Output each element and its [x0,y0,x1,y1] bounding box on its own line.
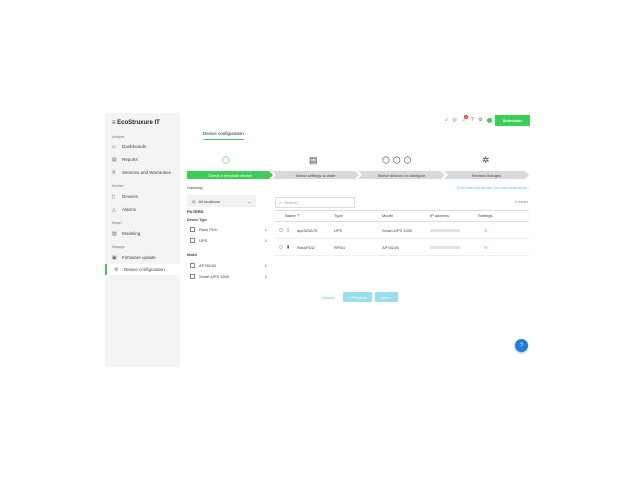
filters-title: FILTERS [187,209,204,214]
settings-document-icon: ▤ [309,155,318,165]
table-row[interactable]: ▯ apc323A70 UPS Smart-UPS 1500 ⚙ [275,222,529,239]
checkbox[interactable] [190,227,195,232]
ups-icon: ▯ [287,227,290,232]
device-icon: ▯ [112,193,115,200]
sidebar-item-dashboards[interactable]: ◇ Dashboards [112,143,147,150]
column-model[interactable]: Model [382,213,393,218]
section-model: Model [112,221,122,225]
sidebar-item-alarms[interactable]: △ Alarms [112,206,137,213]
pdu-icon: ▮ [287,244,290,249]
help-icon: ? [519,342,524,349]
divider [275,210,529,211]
filter-smart-ups-1500[interactable]: Smart-UPS 1500 1 [190,274,267,279]
help-fab-button[interactable]: ? [515,339,528,352]
sidebar-item-firmware[interactable]: ▣ Firmware update [112,254,156,261]
notification-icon[interactable]: ⌂ 1 [461,115,468,123]
previous-button[interactable]: < Previous [343,292,372,302]
settings-icon[interactable]: ⚙ [484,228,488,233]
question-icon[interactable]: ? [471,117,474,123]
step-2[interactable]: Select settings to write [272,171,359,179]
ip-address-redacted [430,229,460,232]
status-icon[interactable] [487,118,492,123]
tab-device-configuration[interactable]: Device configuration [203,131,244,140]
alarm-icon: △ [112,206,116,213]
brand-logo: Schneider [495,115,530,126]
sidebar-item-modeling[interactable]: ▧ Modeling [112,230,141,237]
firmware-icon: ▣ [112,254,117,261]
step-4[interactable]: Review changes [444,171,529,179]
device-type-label: Device Type [187,218,208,222]
chevron-down-icon: ⌄ [247,198,251,204]
step-3[interactable]: Select devices to configure [358,171,445,179]
results-count: 2 results [514,200,528,204]
filter-icon[interactable]: ⊤ [296,213,301,218]
help-link[interactable]: Don't see the device you are looking for… [456,185,529,190]
model-icon: ▧ [112,230,117,237]
logo[interactable]: ≡ EcoStruxure IT [112,120,160,126]
settings-icon[interactable]: ⚙ [484,245,488,250]
sidebar [105,113,180,367]
menu-icon[interactable]: ≡ [112,120,118,126]
notification-badge: 1 [464,115,468,119]
help-icon[interactable]: ◎ [452,117,457,123]
row-radio[interactable] [279,228,283,232]
search-icon[interactable]: ⌕ [445,117,448,123]
devices-icon: ⬡⬡⬡ [382,155,415,165]
column-type[interactable]: Type [334,213,343,218]
table-row[interactable]: ▮ RackPDU RPDU AP7821B ⚙ [275,239,529,256]
filter-ap7821b[interactable]: AP7821B 1 [190,263,267,268]
checkbox[interactable] [190,274,195,279]
sidebar-item-devices[interactable]: ▯ Devices [112,193,139,200]
checkbox[interactable] [190,238,195,243]
sidebar-item-device-configuration[interactable]: ⚙ Device configuration [105,264,180,275]
sidebar-item-services[interactable]: ⚲ Services and Warranties [112,169,171,176]
ip-address-redacted [430,246,460,249]
section-monitor: Monitor [112,184,124,188]
gear-icon: ⚙ [114,266,119,273]
divider [275,221,529,222]
search-icon: ⌕ [279,200,282,205]
section-manage: Manage [112,245,125,249]
search-input[interactable]: ⌕ Search... [275,197,355,208]
sidebar-item-reports[interactable]: ▤ Reports [112,156,138,163]
column-settings: Settings [478,213,493,218]
column-ip[interactable]: IP address [430,213,450,218]
wrench-icon: ⚲ [112,169,116,176]
gateway-label: Gateway [187,185,203,190]
filter-rack-pdu[interactable]: Rack PDU 1 [190,227,267,232]
model-label: Model [187,253,198,257]
location-icon: ◎ [192,198,196,204]
section-analyze: Analyze [112,135,125,139]
step-1[interactable]: Select a template device [187,171,273,179]
settings-icon[interactable]: ⚙ [478,117,483,123]
filter-ups[interactable]: UPS 1 [190,238,267,243]
template-device-icon: ⬡ [222,155,230,165]
checkbox[interactable] [190,263,195,268]
magic-wand-icon: ✲ [482,155,490,165]
eye-icon: ◇ [112,143,116,150]
row-radio[interactable] [279,245,283,249]
column-name[interactable]: Name ⊤ [285,213,301,218]
cancel-button[interactable]: Cancel [322,295,335,300]
document-icon: ▤ [112,156,117,163]
next-button[interactable]: Next > [375,292,398,302]
gateway-select[interactable]: ◎ All locations ⌄ [187,195,256,207]
